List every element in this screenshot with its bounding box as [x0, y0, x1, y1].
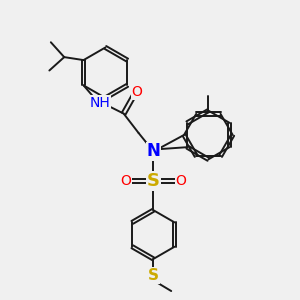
Text: N: N: [146, 142, 160, 160]
Text: O: O: [176, 174, 187, 188]
Text: S: S: [148, 268, 159, 283]
Text: NH: NH: [89, 96, 110, 110]
Text: O: O: [132, 85, 142, 99]
Text: S: S: [147, 172, 160, 190]
Text: O: O: [120, 174, 131, 188]
